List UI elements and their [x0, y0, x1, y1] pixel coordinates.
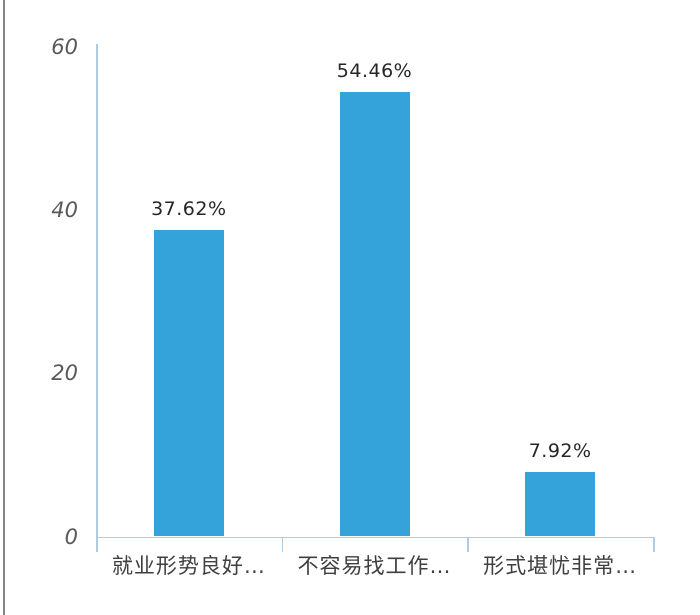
y-tick-label: 20: [51, 361, 78, 386]
x-axis-tick: [467, 536, 469, 552]
bar-value-label: 54.46%: [336, 60, 413, 83]
bar: [153, 229, 224, 537]
x-tick-label: 形式堪忧非常…: [483, 554, 638, 578]
y-tick-label: 60: [51, 35, 78, 59]
bar-value-label: 7.92%: [528, 439, 592, 462]
y-tick-label: 0: [64, 524, 78, 549]
y-tick-label: 40: [51, 198, 78, 223]
left-frame-line: [3, 0, 5, 615]
x-tick-label: 不容易找工作…: [297, 554, 452, 578]
x-axis-tick: [281, 536, 284, 552]
y-axis-line: [96, 44, 98, 552]
x-axis-tick: [653, 536, 655, 552]
x-axis-line: [96, 536, 654, 539]
bar-value-label: 37.62%: [151, 197, 227, 220]
bar: [525, 471, 596, 537]
bar: [339, 92, 410, 537]
x-tick-label: 就业形势良好…: [111, 554, 266, 578]
